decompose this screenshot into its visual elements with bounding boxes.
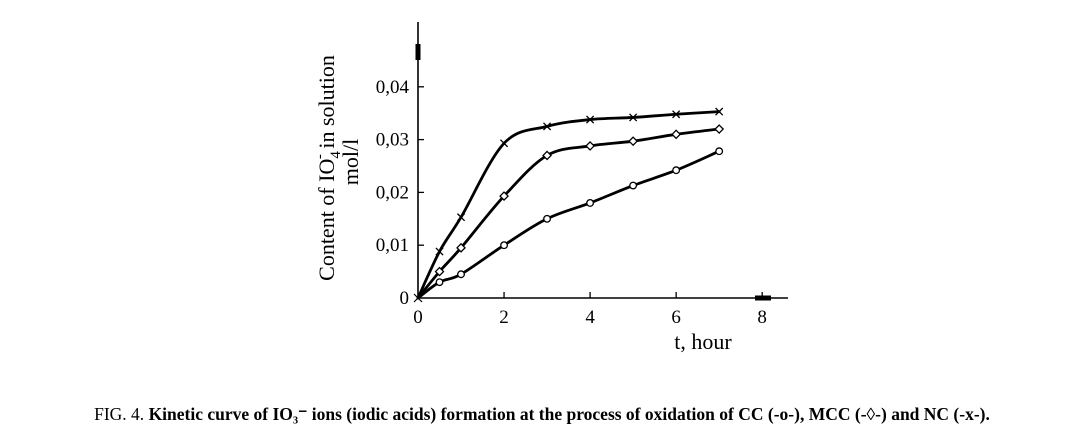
marker-x-stroke <box>672 110 681 119</box>
y-tick-label: 0,02 <box>376 182 409 203</box>
x-axis-end-mark <box>755 295 771 301</box>
x-axis-label: t, hour <box>674 329 732 354</box>
x-tick-label: 6 <box>671 307 681 328</box>
marker-diamond <box>671 129 682 140</box>
marker-x <box>672 110 681 119</box>
marker-diamond <box>456 242 466 253</box>
caption-text: Kinetic curve of IO₃⁻ ions (iodic acids)… <box>148 404 990 424</box>
caption-prefix: FIG. 4. <box>94 404 149 424</box>
marker-diamond <box>499 191 509 202</box>
y-axis-end-mark <box>415 44 421 60</box>
y-label-line2-group: mol/l <box>338 139 363 185</box>
series-line-x <box>416 110 721 300</box>
figure-caption: FIG. 4. Kinetic curve of IO₃⁻ ions (iodi… <box>0 404 1084 425</box>
y-label-line1: Content of IO4- in solution <box>312 55 344 281</box>
marker-diamond <box>542 150 552 161</box>
marker-x <box>543 122 552 131</box>
marker-diamond <box>585 141 596 151</box>
marker-x-stroke <box>543 122 552 131</box>
marker-x <box>456 213 466 222</box>
marker-diamond <box>434 266 445 277</box>
marker-x <box>586 115 595 124</box>
marker-x <box>629 113 638 122</box>
marker-x <box>435 247 444 256</box>
marker-x-stroke <box>715 107 724 116</box>
marker-circle <box>457 270 465 279</box>
ticks: 0 2 4 6 8 0 0,01 0,02 0,03 0,04 <box>376 77 767 328</box>
y-tick-label: 0,04 <box>376 77 410 98</box>
marker-diamond <box>714 124 725 134</box>
markers-layer <box>413 107 725 303</box>
y-label-line1-group: Content of IO4- in solution <box>312 55 344 281</box>
marker-x <box>499 139 509 148</box>
y-tick-label: 0,01 <box>376 235 409 256</box>
marker-circle <box>586 199 595 207</box>
series-layer <box>416 110 721 300</box>
marker-x-stroke <box>586 115 595 124</box>
marker-circle <box>500 241 508 250</box>
marker-x-stroke <box>499 139 509 148</box>
y-tick-label: 0,03 <box>376 130 409 151</box>
y-label-line2: mol/l <box>338 139 363 185</box>
marker-x-stroke <box>629 113 638 122</box>
kinetic-chart: 0 2 4 6 8 0 0,01 0,02 0,03 0,04 t, hour Content o… <box>312 22 788 354</box>
marker-x-stroke <box>456 213 466 222</box>
marker-diamond <box>628 136 639 147</box>
marker-circle <box>672 166 681 175</box>
origin-marker-x <box>413 293 423 303</box>
marker-circle <box>543 214 552 223</box>
y-tick-label: 0 <box>400 288 410 309</box>
x-tick-label: 2 <box>499 307 509 328</box>
x-tick-label: 4 <box>585 307 595 328</box>
marker-x-stroke <box>435 247 444 256</box>
x-tick-label: 8 <box>757 307 767 328</box>
marker-x-stroke <box>413 293 423 303</box>
marker-circle <box>435 278 444 287</box>
axes <box>415 22 788 301</box>
marker-circle <box>629 181 638 190</box>
marker-circle <box>715 147 724 156</box>
marker-x <box>715 107 724 116</box>
chart-area: 0 2 4 6 8 0 0,01 0,02 0,03 0,04 t, hour Content o… <box>312 22 788 354</box>
x-tick-label: 0 <box>413 307 423 328</box>
